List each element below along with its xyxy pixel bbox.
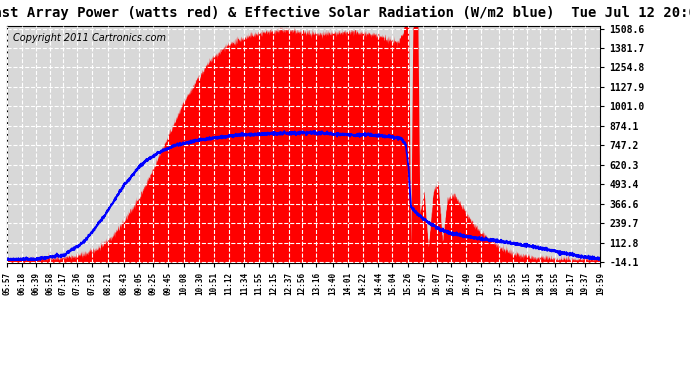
Text: East Array Power (watts red) & Effective Solar Radiation (W/m2 blue)  Tue Jul 12: East Array Power (watts red) & Effective… xyxy=(0,6,690,20)
Text: Copyright 2011 Cartronics.com: Copyright 2011 Cartronics.com xyxy=(13,33,166,44)
